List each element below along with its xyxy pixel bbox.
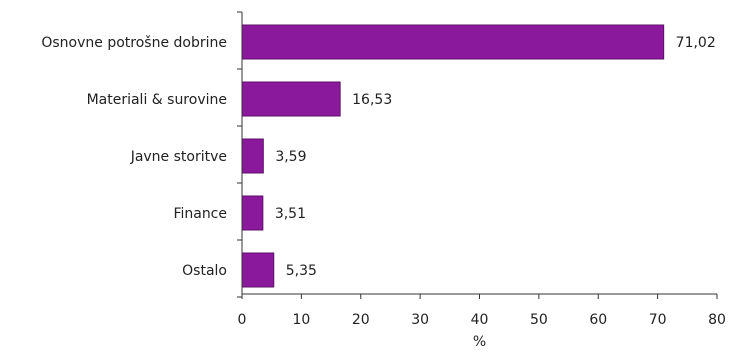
bar	[241, 81, 341, 117]
x-tick-label: 40	[471, 312, 489, 328]
value-label: 71,02	[676, 35, 716, 51]
x-ticks-group: 0 10 20 30 40 50 60 70 80	[237, 11, 726, 328]
x-tick-label: 60	[589, 312, 607, 328]
value-label: 3,59	[275, 149, 306, 165]
category-label: Javne storitve	[130, 149, 227, 165]
value-label: 5,35	[286, 263, 317, 279]
bar	[241, 138, 264, 174]
bar	[241, 195, 264, 231]
x-tick-label: 10	[292, 312, 310, 328]
category-label: Ostalo	[182, 263, 227, 279]
value-label: 3,51	[275, 206, 306, 222]
bar	[241, 252, 275, 288]
value-label: 16,53	[352, 92, 392, 108]
bars-group	[241, 24, 665, 288]
x-tick-label: 80	[708, 312, 726, 328]
x-tick-label: 50	[530, 312, 548, 328]
value-labels-group: 71,02 16,53 3,59 3,51 5,35	[275, 35, 716, 279]
category-label: Osnovne potrošne dobrine	[41, 35, 227, 51]
x-axis-title: %	[473, 334, 486, 350]
x-tick-label: 0	[238, 312, 247, 328]
category-label: Materiali & surovine	[87, 92, 227, 108]
category-labels-group: Osnovne potrošne dobrine Materiali & suro…	[41, 35, 227, 279]
category-label: Finance	[173, 206, 227, 222]
bar	[241, 24, 665, 60]
x-tick-label: 20	[352, 312, 370, 328]
x-tick-label: 70	[649, 312, 667, 328]
x-tick-label: 30	[411, 312, 429, 328]
